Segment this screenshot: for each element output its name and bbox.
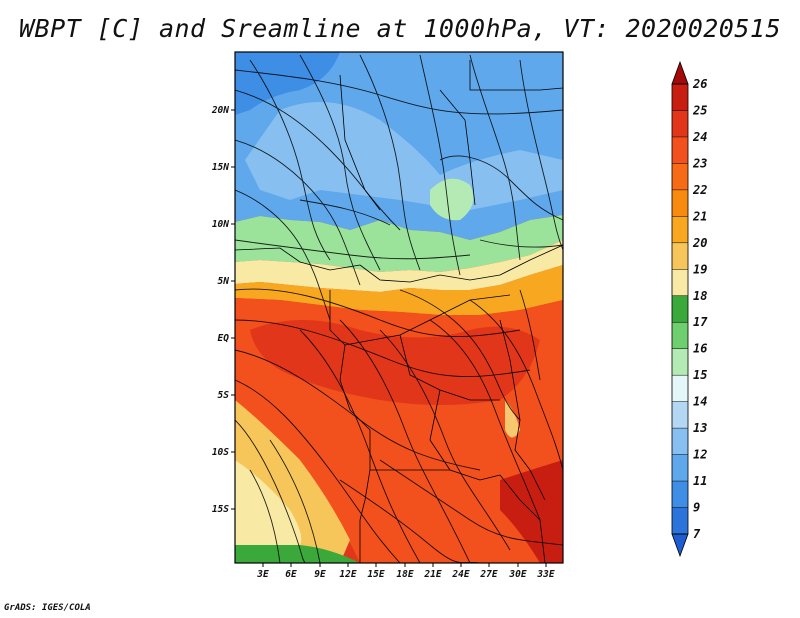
colorbar-label: 14 bbox=[693, 395, 707, 409]
lon-axis: 3E 6E 9E 12E 15E 18E 21E 24E 27E 30E 33E bbox=[256, 563, 555, 580]
lat-label-5n: 5N bbox=[218, 276, 230, 287]
region-blue-dark bbox=[235, 52, 340, 115]
colorbar-label: 20 bbox=[692, 236, 707, 250]
colorbar-label: 21 bbox=[692, 209, 707, 223]
region-red-core bbox=[250, 320, 540, 405]
colorbar-swatch bbox=[672, 189, 688, 217]
lat-label-eq: EQ bbox=[218, 333, 230, 344]
colorbar-label: 13 bbox=[693, 421, 707, 435]
region-orange-band bbox=[235, 265, 563, 315]
lon-label-24e: 24E bbox=[451, 569, 469, 580]
lon-label-30e: 30E bbox=[508, 569, 526, 580]
lon-label-9e: 9E bbox=[314, 569, 326, 580]
colorbar-label: 26 bbox=[692, 77, 707, 91]
colorbar-swatch bbox=[672, 507, 688, 535]
lat-label-10n: 10N bbox=[212, 219, 229, 230]
region-blue-light bbox=[245, 102, 563, 210]
colorbar-swatch bbox=[672, 136, 688, 164]
colorbar-swatch bbox=[672, 348, 688, 376]
chart-title: WBPT [C] and Sreamline at 1000hPa, VT: 2… bbox=[18, 14, 781, 43]
lat-label-15n: 15N bbox=[212, 162, 229, 173]
colorbar-bottom-triangle bbox=[671, 533, 689, 558]
colorbar-swatch bbox=[672, 269, 688, 297]
region-green-bump bbox=[430, 178, 474, 221]
colorbar-label: 17 bbox=[693, 315, 708, 329]
region-sw-pale bbox=[235, 460, 302, 545]
region-yellow-band bbox=[235, 240, 563, 292]
colorbar-swatch bbox=[672, 401, 688, 429]
lat-label-20n: 20N bbox=[211, 105, 229, 116]
colorbar-label: 16 bbox=[693, 342, 707, 356]
lat-axis: 20N 15N 10N 5N EQ 5S 10S 15S bbox=[211, 105, 235, 515]
colorbar-swatch bbox=[672, 216, 688, 244]
region-sw-green bbox=[235, 545, 360, 563]
lon-label-21e: 21E bbox=[423, 569, 441, 580]
streamlines bbox=[235, 54, 563, 563]
lon-label-18e: 18E bbox=[396, 569, 413, 580]
colorbar-label: 7 bbox=[693, 527, 701, 541]
colorbar-top-triangle bbox=[671, 60, 689, 85]
lon-label-12e: 12E bbox=[339, 569, 356, 580]
wbpt-field bbox=[235, 52, 563, 563]
lon-label-33e: 33E bbox=[536, 569, 554, 580]
colorbar-swatch bbox=[672, 481, 688, 508]
colorbar-label: 18 bbox=[693, 289, 707, 303]
colorbar-swatch bbox=[672, 110, 688, 138]
colorbar-label: 9 bbox=[693, 501, 700, 515]
lon-label-3e: 3E bbox=[256, 569, 269, 580]
colorbar-label: 25 bbox=[692, 103, 707, 117]
colorbar-label: 24 bbox=[692, 130, 707, 144]
colorbar-swatch bbox=[672, 454, 688, 482]
colorbar-label: 19 bbox=[693, 262, 707, 276]
colorbar-swatch bbox=[672, 295, 688, 323]
lon-label-27e: 27E bbox=[479, 569, 497, 580]
map-frame bbox=[234, 51, 564, 564]
colorbar-swatch bbox=[672, 428, 688, 455]
lat-label-10s: 10S bbox=[212, 447, 229, 458]
country-borders bbox=[235, 60, 563, 563]
colorbar-swatch bbox=[672, 375, 688, 402]
colorbar-swatch bbox=[672, 84, 688, 111]
colorbar-label: 22 bbox=[692, 183, 707, 197]
region-green-band bbox=[235, 215, 563, 272]
lat-label-5s: 5S bbox=[218, 390, 230, 401]
colorbar-label: 23 bbox=[692, 156, 707, 170]
colorbar-label: 11 bbox=[693, 474, 707, 488]
colorbar-swatch bbox=[672, 322, 688, 350]
lon-label-6e: 6E bbox=[285, 569, 297, 580]
lat-label-15s: 15S bbox=[212, 504, 229, 515]
colorbar-label: 12 bbox=[693, 448, 707, 462]
colorbar-swatch bbox=[672, 242, 688, 270]
lon-label-15e: 15E bbox=[367, 569, 384, 580]
colorbar-label: 15 bbox=[693, 368, 707, 382]
credit-label: GrADS: IGES/COLA bbox=[4, 603, 91, 613]
region-lake-yellow bbox=[505, 400, 520, 438]
colorbar-swatch bbox=[672, 163, 688, 191]
colorbar: 26 25 24 23 22 21 20 19 18 17 16 15 14 13 12 11 9 7 bbox=[671, 60, 708, 558]
